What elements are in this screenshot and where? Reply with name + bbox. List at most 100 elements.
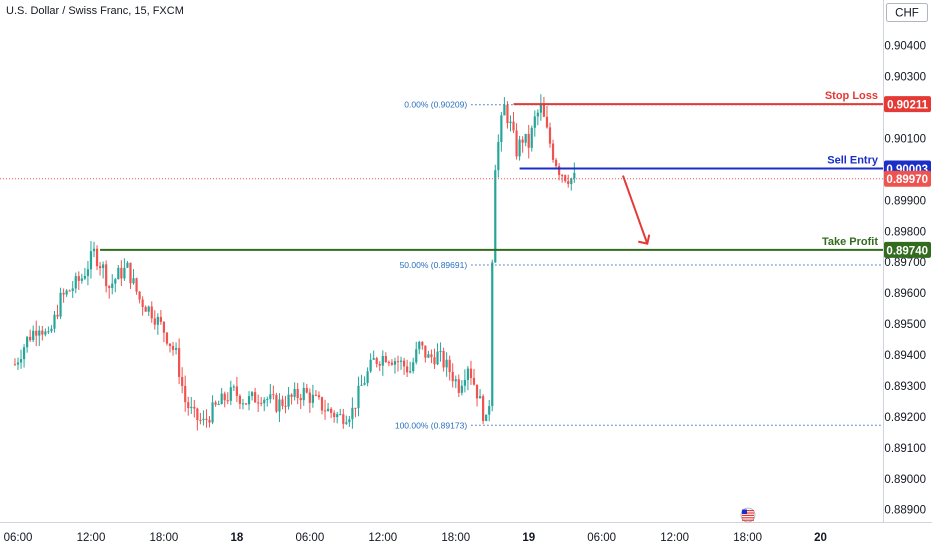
- candle-down: [506, 104, 509, 124]
- candle-down: [41, 330, 44, 335]
- candle-up: [500, 115, 503, 143]
- candle-up: [47, 331, 50, 333]
- candle-up: [269, 394, 272, 400]
- candle-down: [129, 262, 132, 284]
- candle-down: [178, 348, 181, 377]
- level-label-sell-entry: Sell Entry: [827, 154, 879, 166]
- candle-up: [369, 359, 372, 372]
- candle-down: [475, 384, 479, 399]
- candle-down: [184, 385, 187, 403]
- candle-down: [323, 410, 327, 412]
- candle-up: [530, 127, 533, 148]
- candle-down: [548, 127, 552, 144]
- time-tick-label: 20: [814, 532, 827, 544]
- price-tick-label: 0.89000: [884, 474, 926, 486]
- candle-down: [299, 398, 302, 401]
- candle-up: [399, 360, 403, 362]
- candle-down: [260, 402, 263, 404]
- candle-down: [272, 394, 275, 396]
- candle-up: [497, 142, 500, 171]
- candle-down: [333, 412, 336, 418]
- candle-down: [108, 286, 111, 288]
- candle-up: [427, 354, 430, 358]
- candle-down: [521, 139, 524, 143]
- candle-up: [26, 336, 29, 348]
- candle-up: [89, 251, 93, 270]
- candle-up: [339, 414, 342, 416]
- candle-up: [326, 408, 330, 412]
- candle-down: [13, 364, 17, 366]
- candle-down: [457, 379, 460, 393]
- candle-down: [527, 133, 530, 148]
- candle-down: [29, 336, 32, 341]
- candle-up: [357, 385, 360, 409]
- candle-down: [330, 408, 333, 413]
- candle-down: [135, 278, 138, 292]
- candle-down: [378, 364, 381, 366]
- candle-up: [202, 418, 205, 421]
- candle-down: [98, 266, 102, 269]
- candle-down: [257, 402, 260, 404]
- candle-down: [472, 378, 476, 385]
- candle-down: [56, 314, 59, 317]
- price-tick-label: 0.89900: [884, 195, 926, 207]
- candle-up: [573, 172, 576, 179]
- candle-down: [482, 396, 485, 421]
- candle-down: [421, 341, 424, 346]
- time-tick-label: 18: [230, 532, 243, 544]
- candle-up: [263, 399, 266, 404]
- candle-down: [199, 419, 202, 421]
- fib-level-label: 50.00% (0.89691): [400, 260, 468, 270]
- price-tick-label: 0.89200: [884, 412, 926, 424]
- price-tag-take-profit: [884, 241, 931, 258]
- candle-up: [132, 278, 135, 284]
- price-tag-take-profit-text: 0.89740: [886, 245, 928, 257]
- time-tick-label: 12:00: [77, 532, 106, 544]
- candle-down: [187, 402, 190, 409]
- candle-up: [92, 248, 96, 252]
- time-tick-label: 06:00: [295, 532, 324, 544]
- price-tick-label: 0.88900: [884, 505, 926, 517]
- candle-up: [53, 314, 56, 329]
- currency-box[interactable]: [886, 3, 928, 22]
- price-tick-label: 0.89600: [884, 288, 926, 300]
- candle-down: [290, 394, 293, 397]
- candle-up: [50, 328, 53, 332]
- candle-down: [226, 400, 229, 402]
- candle-up: [174, 348, 178, 350]
- candle-down: [451, 371, 454, 382]
- candle-up: [536, 112, 539, 117]
- price-tick-label: 0.90100: [884, 133, 926, 145]
- candle-up: [415, 349, 418, 363]
- candle-up: [220, 393, 223, 405]
- candle-down: [430, 354, 433, 358]
- candle-down: [77, 276, 80, 281]
- candle-down: [205, 418, 208, 420]
- candle-down: [384, 356, 387, 363]
- time-tick-label: 19: [522, 532, 535, 544]
- candle-down: [308, 392, 311, 403]
- time-tick-label: 18:00: [441, 532, 470, 544]
- price-tag-stop-loss: [884, 96, 931, 113]
- candle-down: [153, 318, 156, 325]
- candle-up: [533, 116, 536, 128]
- candle-up: [336, 414, 339, 418]
- us-flag-icon[interactable]: [740, 507, 756, 523]
- candle-up: [503, 104, 506, 116]
- candle-up: [311, 394, 314, 403]
- candle-down: [406, 366, 409, 373]
- candle-down: [105, 264, 108, 287]
- candle-up: [381, 356, 384, 366]
- candle-up: [460, 385, 463, 393]
- candle-down: [442, 350, 445, 368]
- candle-down: [284, 405, 287, 407]
- candle-down: [512, 121, 515, 131]
- candle-up: [436, 351, 439, 365]
- candle-down: [396, 361, 400, 363]
- candle-down: [305, 388, 308, 393]
- price-tag-last-text: 0.89970: [886, 174, 928, 186]
- candle-down: [208, 419, 211, 423]
- candle-down: [317, 395, 321, 398]
- candle-down: [95, 248, 99, 267]
